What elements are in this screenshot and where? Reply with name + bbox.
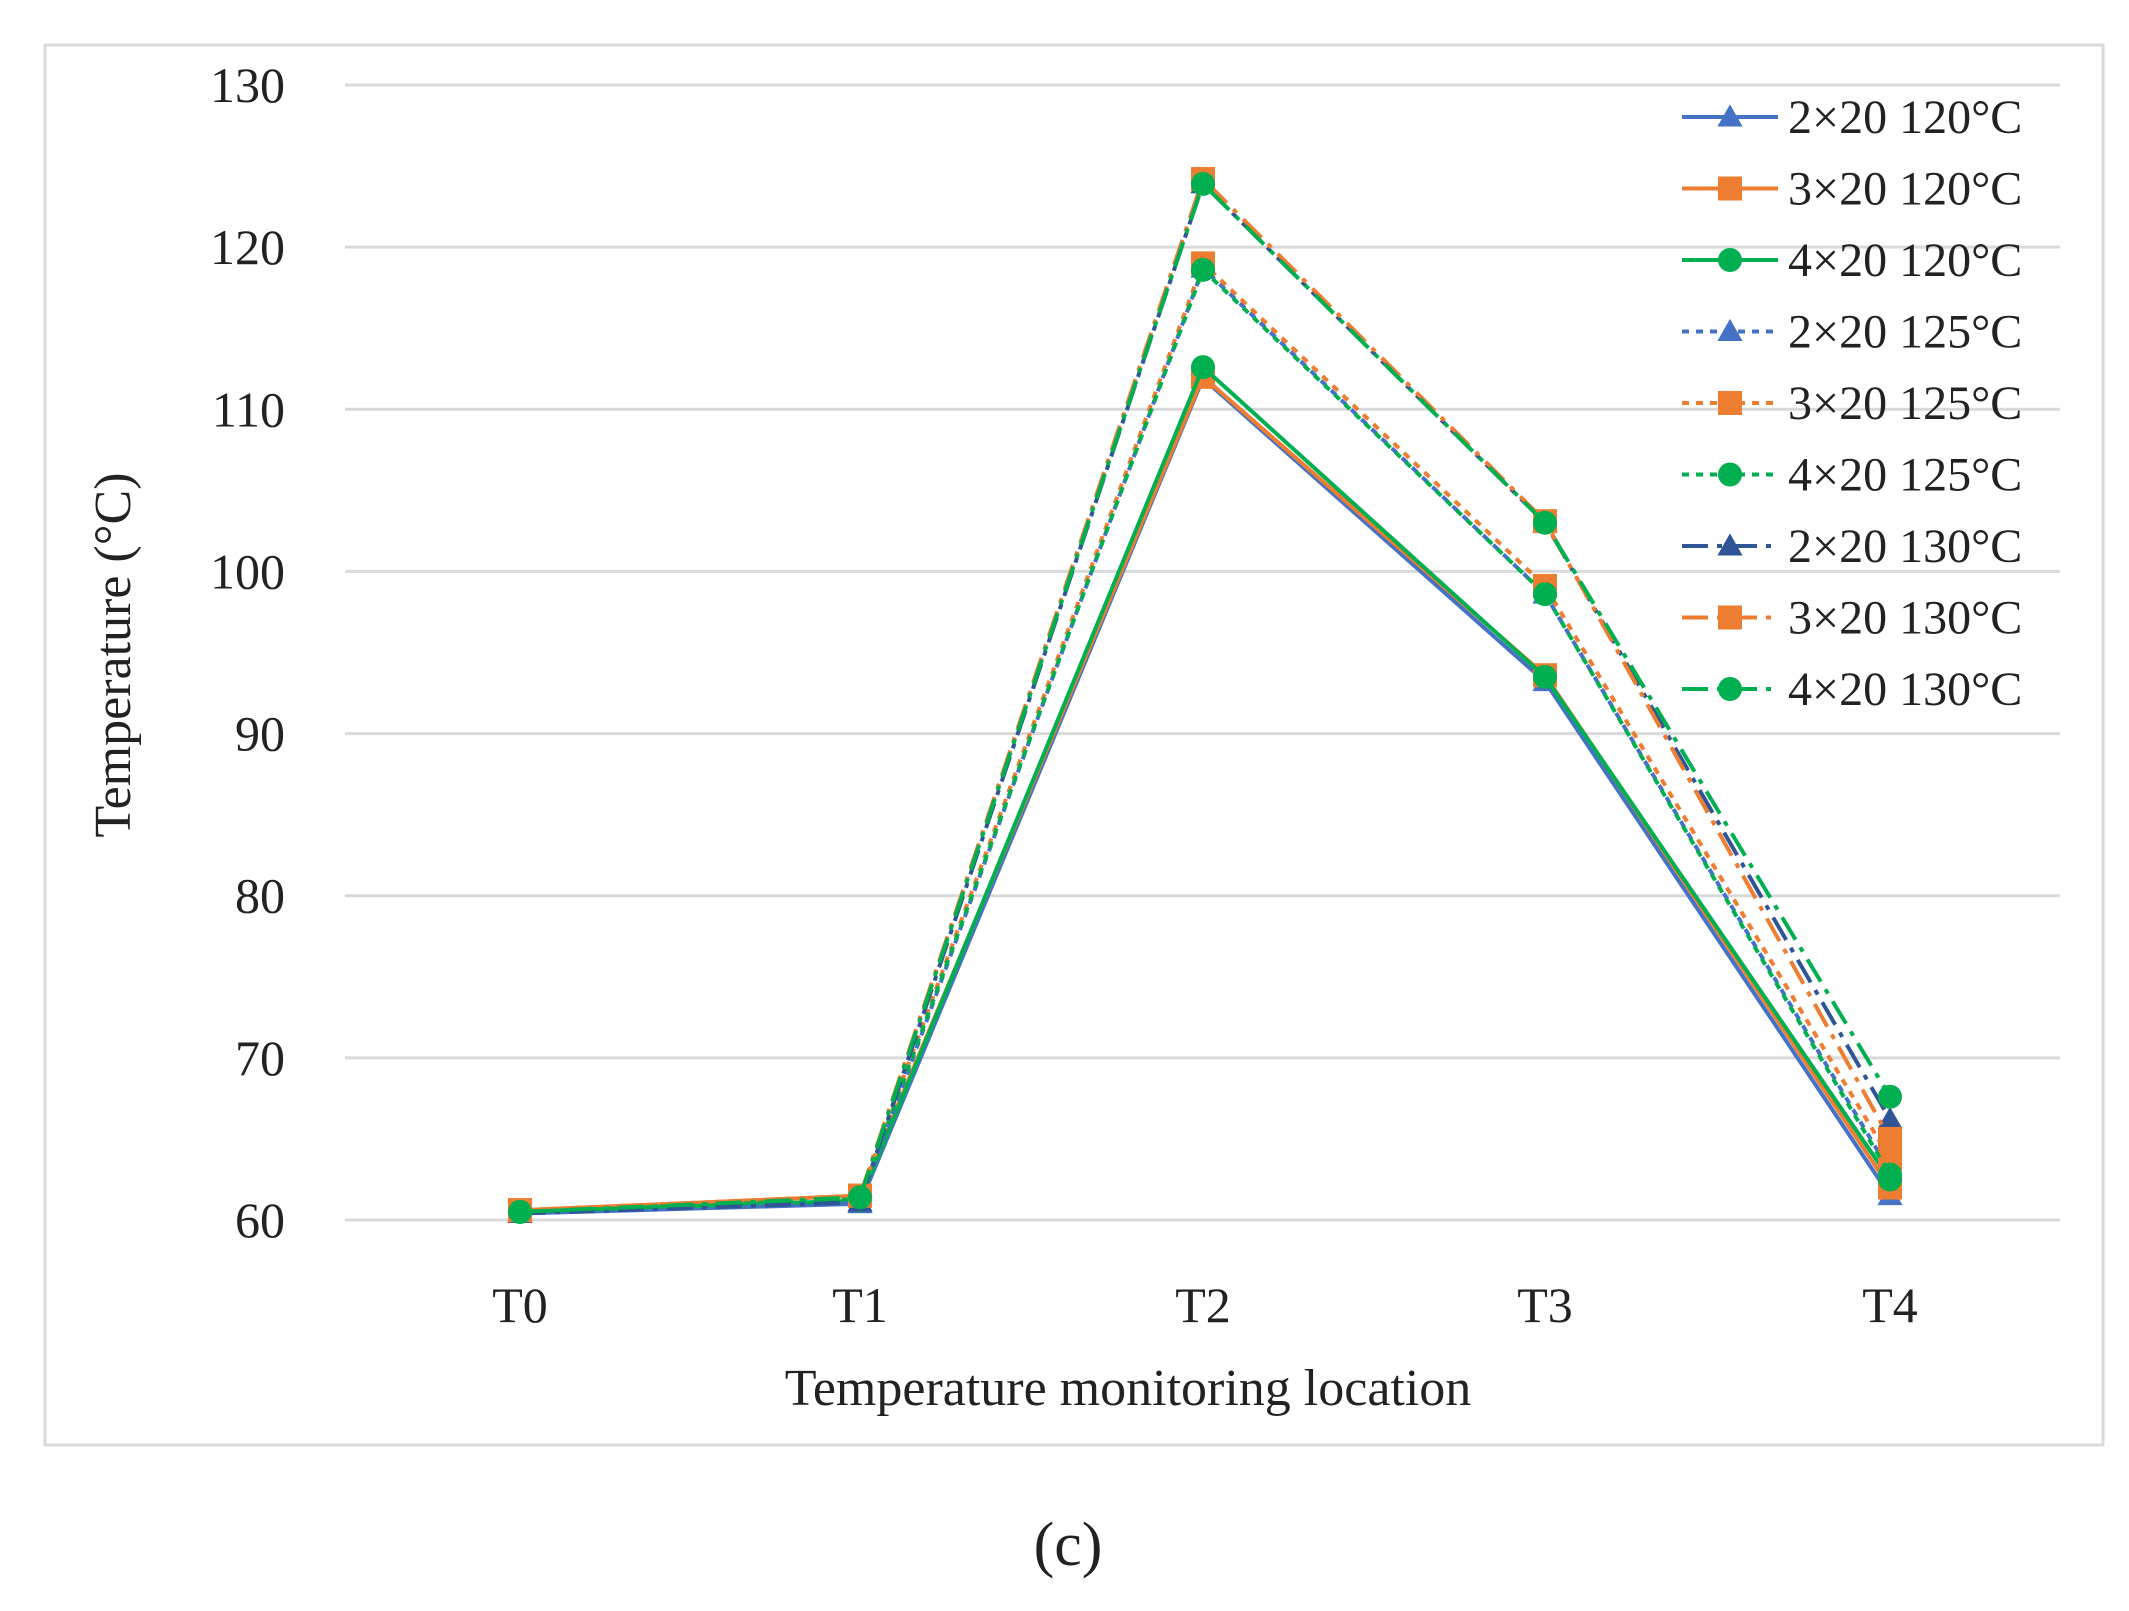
- legend-item: 2×20 125°C: [1682, 306, 2022, 359]
- y-tick-label: 70: [235, 1030, 285, 1086]
- data-point: [508, 1199, 532, 1224]
- x-tick-label: T2: [1175, 1277, 1231, 1333]
- x-tick-label: T0: [492, 1277, 548, 1333]
- legend-marker: [1718, 462, 1742, 487]
- x-axis-ticks: T0 T1 T2 T3 T4: [492, 1277, 1918, 1333]
- legend-label: 4×20 130°C: [1788, 663, 2022, 716]
- legend-marker: [1717, 318, 1743, 341]
- data-point: [1878, 1126, 1902, 1151]
- legend-label: 3×20 120°C: [1788, 163, 2022, 216]
- legend-label: 3×20 130°C: [1788, 592, 2022, 645]
- series-group: [507, 167, 1903, 1224]
- legend-item: 4×20 120°C: [1682, 234, 2022, 287]
- data-point: [1191, 171, 1215, 196]
- legend-item: 3×20 120°C: [1682, 163, 2022, 216]
- legend-label: 2×20 120°C: [1788, 91, 2022, 144]
- y-axis-ticks: 60 70 80 90 100 110 120 130: [210, 57, 285, 1248]
- y-tick-label: 90: [235, 706, 285, 762]
- data-point: [1878, 1162, 1902, 1187]
- x-axis-title: Temperature monitoring location: [785, 1360, 1472, 1417]
- legend-marker: [1717, 533, 1743, 556]
- chart-frame: [43, 43, 2105, 1447]
- x-tick-label: T3: [1517, 1277, 1573, 1333]
- data-point: [1877, 1106, 1903, 1129]
- legend-marker: [1718, 248, 1742, 272]
- legend-label: 3×20 125°C: [1788, 377, 2022, 430]
- legend-marker: [1718, 605, 1742, 630]
- x-tick-label: T1: [832, 1277, 888, 1333]
- data-point: [1878, 1084, 1902, 1109]
- data-point: [1533, 664, 1557, 689]
- legend-marker: [1718, 391, 1742, 415]
- y-tick-label: 100: [210, 543, 285, 599]
- y-tick-label: 60: [235, 1192, 285, 1248]
- y-axis-title: Temperature (°C): [85, 472, 142, 837]
- legend-item: 3×20 130°C: [1682, 592, 2022, 645]
- y-tick-label: 80: [235, 868, 285, 924]
- y-tick-label: 110: [212, 381, 285, 437]
- y-tick-label: 130: [210, 57, 285, 113]
- series-line: [519, 177, 1892, 1213]
- legend: 2×20 120°C 3×20 120°C 4×20 120°C 2×20 125°C…: [1682, 91, 2022, 716]
- data-point: [1191, 355, 1215, 380]
- data-point: [1533, 510, 1557, 535]
- data-point: [848, 1185, 872, 1210]
- legend-marker: [1717, 104, 1743, 127]
- legend-marker: [1718, 677, 1742, 701]
- gridlines: [345, 83, 2060, 1222]
- legend-item: 2×20 120°C: [1682, 91, 2022, 144]
- legend-label: 2×20 130°C: [1788, 520, 2022, 573]
- legend-item: 4×20 125°C: [1682, 449, 2022, 502]
- panel-label: (c): [1034, 1511, 1103, 1579]
- legend-label: 2×20 125°C: [1788, 306, 2022, 359]
- data-point: [1191, 257, 1215, 282]
- legend-item: 4×20 130°C: [1682, 663, 2022, 716]
- data-point: [1533, 582, 1557, 607]
- legend-label: 4×20 125°C: [1788, 449, 2022, 502]
- legend-item: 3×20 125°C: [1682, 377, 2022, 430]
- x-tick-label: T4: [1862, 1277, 1918, 1333]
- legend-item: 2×20 130°C: [1682, 520, 2022, 573]
- series-9: [508, 171, 1902, 1224]
- legend-label: 4×20 120°C: [1788, 234, 2022, 287]
- legend-marker: [1718, 176, 1742, 201]
- y-tick-label: 120: [210, 219, 285, 275]
- series-line: [519, 181, 1892, 1216]
